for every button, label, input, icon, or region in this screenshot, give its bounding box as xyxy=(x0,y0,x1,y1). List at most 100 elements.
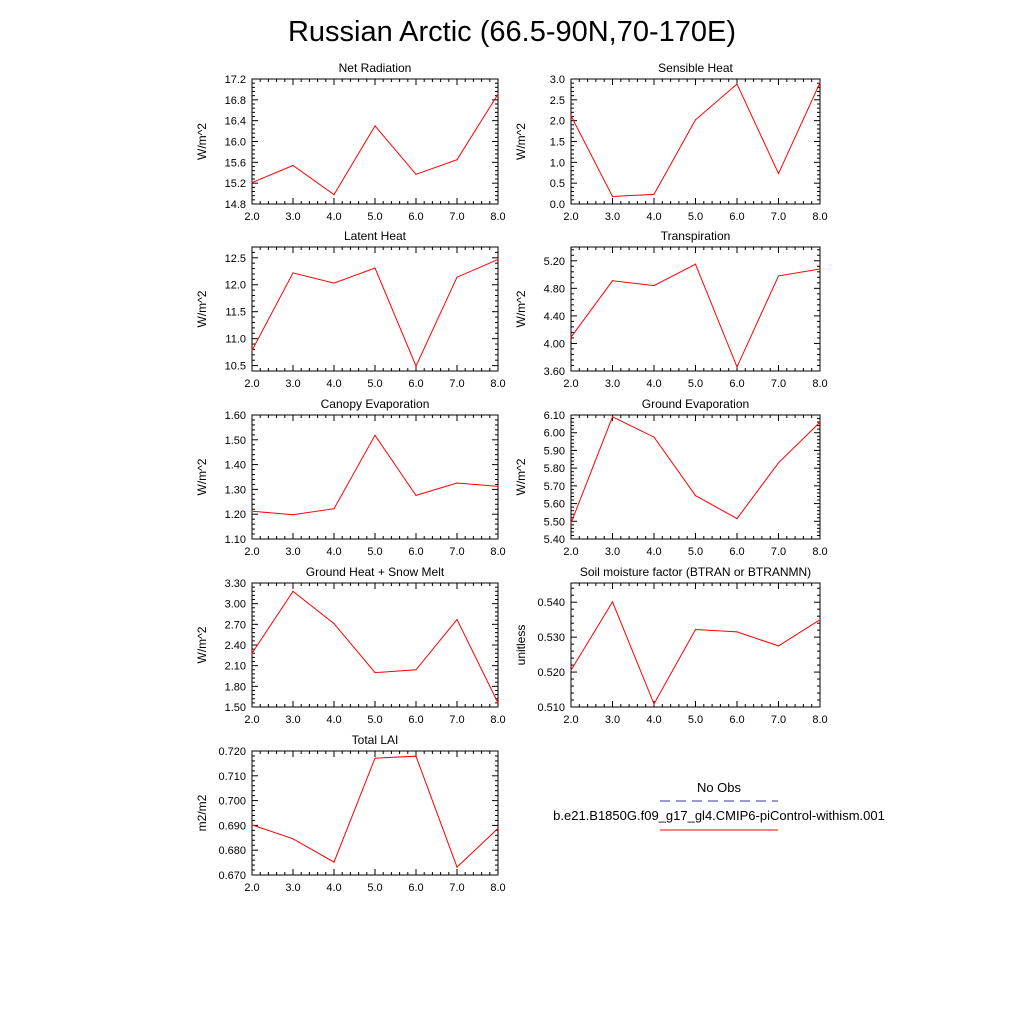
x-tick-label: 3.0 xyxy=(605,378,620,390)
x-tick-label: 4.0 xyxy=(646,211,661,223)
y-axis-label: W/m^2 xyxy=(195,458,209,495)
y-tick-label: 5.70 xyxy=(544,481,565,493)
y-tick-label: 3.00 xyxy=(225,599,246,611)
data-point xyxy=(694,628,697,631)
panel-latent-heat: Latent Heat W/m^2 2.0 3.0 4.0 5.0 6.0 7.0 8.0 10.… xyxy=(195,229,506,390)
x-tick-label: 5.0 xyxy=(367,882,382,894)
y-tick-label: 12.5 xyxy=(225,253,246,265)
y-tick-label: 16.8 xyxy=(225,95,246,107)
y-axis-label: W/m^2 xyxy=(514,458,528,495)
data-point xyxy=(374,434,376,436)
x-tick-label: 4.0 xyxy=(326,714,341,726)
series-line xyxy=(251,258,499,368)
plot-frame xyxy=(251,750,499,876)
y-tick-label: 0.0 xyxy=(550,199,565,211)
data-point xyxy=(456,618,458,621)
data-point xyxy=(736,83,738,85)
y-tick-label: 3.30 xyxy=(225,578,246,590)
y-tick-label: 0.510 xyxy=(537,702,565,714)
x-tick-label: 3.0 xyxy=(605,211,620,223)
y-tick-label: 5.40 xyxy=(544,534,565,546)
series-line xyxy=(251,93,499,196)
y-tick-label: 5.80 xyxy=(544,463,565,475)
x-tick-label: 2.0 xyxy=(563,378,578,390)
y-tick-label: 2.0 xyxy=(550,116,565,128)
y-tick-label: 14.8 xyxy=(225,199,246,211)
x-tick-label: 3.0 xyxy=(285,378,300,390)
data-point xyxy=(292,164,294,167)
x-tick-label: 2.0 xyxy=(563,714,578,726)
data-point xyxy=(694,119,697,121)
x-tick-label: 7.0 xyxy=(771,714,786,726)
x-tick-label: 8.0 xyxy=(812,546,827,558)
data-point xyxy=(653,193,655,196)
data-point xyxy=(777,275,780,277)
panel-title: Total LAI xyxy=(352,733,399,747)
data-point xyxy=(456,276,458,278)
data-point xyxy=(292,514,294,516)
data-point xyxy=(333,194,335,196)
x-tick-label: 7.0 xyxy=(449,882,464,894)
x-tick-label: 7.0 xyxy=(449,714,464,726)
data-point xyxy=(497,93,499,95)
x-tick-label: 4.0 xyxy=(326,211,341,223)
y-axis-label: m2/m2 xyxy=(195,794,209,831)
x-tick-label: 8.0 xyxy=(490,714,505,726)
x-tick-label: 6.0 xyxy=(408,882,423,894)
data-point xyxy=(374,267,376,269)
y-tick-label: 1.0 xyxy=(550,157,565,169)
panel-title: Sensible Heat xyxy=(658,61,733,75)
y-tick-label: 1.30 xyxy=(225,484,246,496)
data-point xyxy=(415,755,417,757)
y-tick-label: 0.540 xyxy=(537,597,565,609)
x-tick-label: 8.0 xyxy=(490,882,505,894)
y-tick-label: 3.0 xyxy=(550,74,565,86)
y-tick-label: 4.80 xyxy=(544,283,565,295)
data-point xyxy=(736,366,738,368)
x-tick-label: 5.0 xyxy=(688,546,703,558)
data-point xyxy=(819,619,821,621)
data-point xyxy=(819,421,821,423)
x-tick-label: 8.0 xyxy=(812,211,827,223)
series-line xyxy=(251,590,499,704)
x-tick-label: 6.0 xyxy=(408,378,423,390)
y-tick-label: 10.5 xyxy=(225,361,246,373)
data-point xyxy=(777,172,780,175)
y-tick-label: 0.530 xyxy=(537,632,565,644)
data-point xyxy=(333,861,335,863)
y-tick-label: 16.0 xyxy=(225,137,246,149)
plot-frame xyxy=(570,414,821,540)
data-point xyxy=(611,195,614,198)
panel-grid: Net Radiation W/m^2 2.0 3.0 4.0 5.0 6.0 7.0 8.0 1… xyxy=(195,61,828,894)
y-tick-label: 5.50 xyxy=(544,516,565,528)
y-tick-label: 5.90 xyxy=(544,445,565,457)
panel-title: Ground Heat + Snow Melt xyxy=(306,565,445,579)
legend-obs-label: No Obs xyxy=(697,780,742,795)
y-tick-label: 0.710 xyxy=(218,771,246,783)
y-axis-label: W/m^2 xyxy=(195,290,209,327)
data-point xyxy=(251,349,253,352)
y-tick-label: 0.5 xyxy=(550,178,565,190)
x-tick-label: 3.0 xyxy=(285,714,300,726)
x-tick-label: 2.0 xyxy=(244,546,259,558)
x-tick-label: 6.0 xyxy=(729,546,744,558)
y-tick-label: 1.50 xyxy=(225,435,246,447)
x-tick-label: 8.0 xyxy=(490,378,505,390)
data-point xyxy=(819,268,821,270)
x-tick-label: 2.0 xyxy=(244,882,259,894)
data-point xyxy=(251,652,253,654)
panel-canopy-evaporation: Canopy Evaporation W/m^2 2.0 3.0 4.0 5.0 6.0 7.… xyxy=(195,397,506,558)
panel-title: Ground Evaporation xyxy=(642,397,749,411)
y-tick-label: 0.520 xyxy=(537,667,565,679)
data-point xyxy=(251,182,253,184)
y-tick-label: 1.20 xyxy=(225,509,246,521)
plot-frame xyxy=(570,246,821,372)
data-point xyxy=(292,838,294,840)
x-tick-label: 5.0 xyxy=(367,714,382,726)
y-tick-label: 11.0 xyxy=(225,334,246,346)
x-tick-label: 5.0 xyxy=(367,546,382,558)
data-point xyxy=(570,522,572,524)
x-tick-label: 7.0 xyxy=(449,211,464,223)
data-point xyxy=(694,263,697,265)
panel-title: Net Radiation xyxy=(339,61,412,75)
